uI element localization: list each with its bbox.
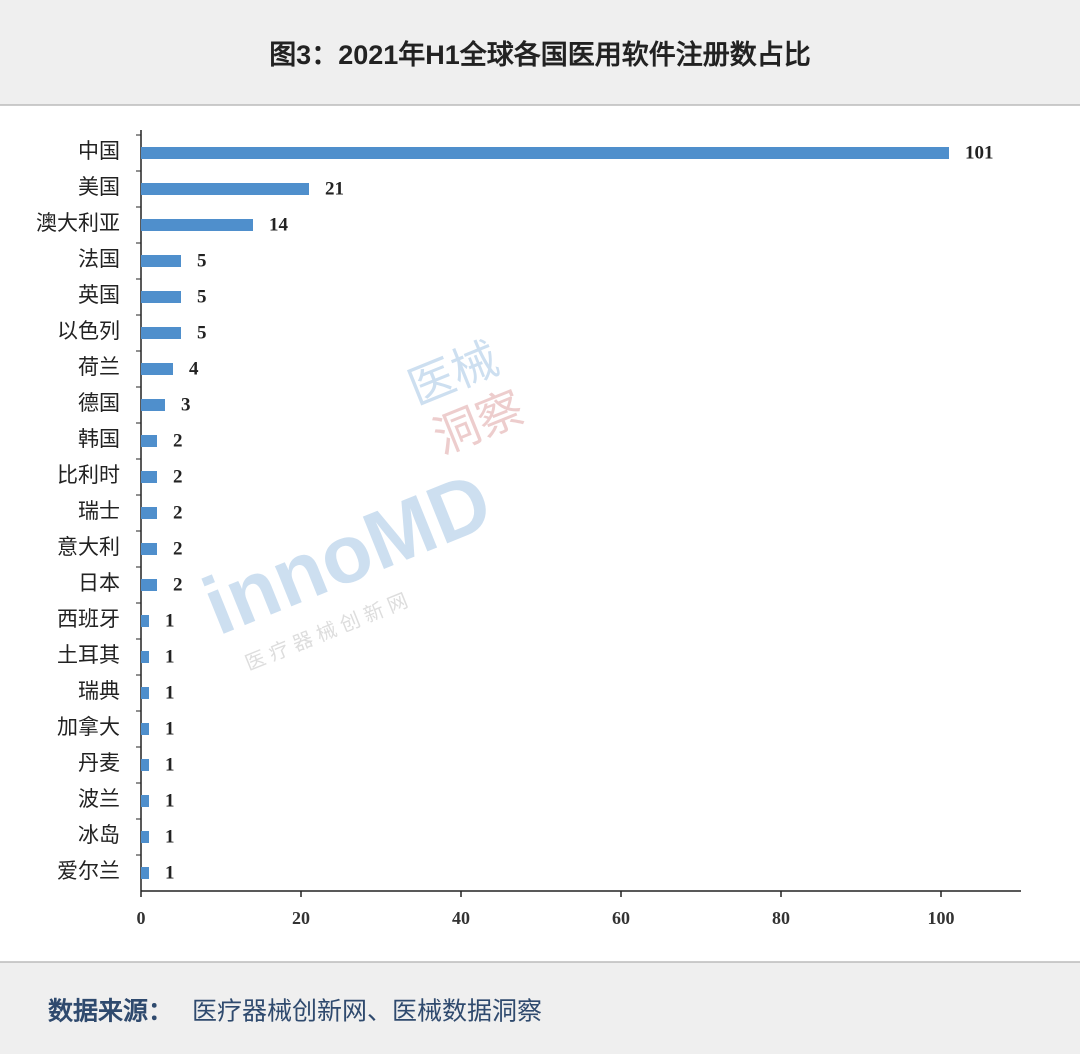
y-tick-label: 加拿大 <box>57 715 120 739</box>
bar <box>141 867 149 879</box>
bar <box>141 579 157 591</box>
source-label: 数据来源： <box>48 998 173 1026</box>
x-tick-label: 100 <box>928 908 955 928</box>
value-label: 5 <box>197 250 207 271</box>
bar <box>141 759 149 771</box>
y-tick-label: 日本 <box>78 571 120 595</box>
bar <box>141 543 157 555</box>
value-label: 1 <box>165 862 175 883</box>
bar <box>141 399 165 411</box>
footer-band <box>0 962 1080 1054</box>
bar <box>141 363 173 375</box>
bar <box>141 507 157 519</box>
bar <box>141 435 157 447</box>
bar <box>141 723 149 735</box>
y-tick-label: 以色列 <box>57 319 120 343</box>
x-tick-label: 40 <box>452 908 470 928</box>
bar <box>141 687 149 699</box>
value-label: 14 <box>269 214 289 235</box>
value-label: 1 <box>165 682 175 703</box>
value-label: 1 <box>165 718 175 739</box>
y-tick-label: 澳大利亚 <box>36 211 120 235</box>
chart-title: 图3：2021年H1全球各国医用软件注册数占比 <box>269 39 811 70</box>
x-tick-label: 60 <box>612 908 630 928</box>
value-label: 1 <box>165 790 175 811</box>
y-tick-label: 瑞典 <box>78 679 120 703</box>
x-tick-label: 0 <box>137 908 146 928</box>
value-label: 5 <box>197 322 207 343</box>
value-label: 3 <box>181 394 191 415</box>
value-label: 2 <box>173 538 183 559</box>
y-tick-label: 美国 <box>78 175 120 199</box>
value-label: 1 <box>165 646 175 667</box>
y-tick-label: 土耳其 <box>57 643 120 667</box>
x-tick-label: 20 <box>292 908 310 928</box>
value-label: 1 <box>165 826 175 847</box>
y-tick-label: 冰岛 <box>78 823 120 847</box>
y-tick-label: 西班牙 <box>57 607 120 631</box>
y-tick-label: 爱尔兰 <box>57 859 120 883</box>
y-tick-label: 韩国 <box>78 427 120 451</box>
bar <box>141 651 149 663</box>
y-tick-label: 意大利 <box>57 535 120 559</box>
value-label: 2 <box>173 466 183 487</box>
y-tick-label: 荷兰 <box>78 355 120 379</box>
bar <box>141 147 949 159</box>
bar <box>141 831 149 843</box>
bar <box>141 183 309 195</box>
y-tick-label: 中国 <box>78 139 120 163</box>
x-tick-label: 80 <box>772 908 790 928</box>
bar <box>141 471 157 483</box>
bar <box>141 327 181 339</box>
value-label: 2 <box>173 502 183 523</box>
bar <box>141 795 149 807</box>
value-label: 1 <box>165 754 175 775</box>
y-tick-label: 德国 <box>78 391 120 415</box>
y-tick-label: 比利时 <box>57 463 120 487</box>
y-tick-label: 英国 <box>78 283 120 307</box>
y-tick-label: 丹麦 <box>78 751 120 775</box>
value-label: 4 <box>189 358 199 379</box>
bar <box>141 255 181 267</box>
bar <box>141 291 181 303</box>
value-label: 2 <box>173 574 183 595</box>
value-label: 5 <box>197 286 207 307</box>
value-label: 2 <box>173 430 183 451</box>
y-tick-label: 波兰 <box>78 787 120 811</box>
bar <box>141 219 253 231</box>
value-label: 21 <box>325 178 344 199</box>
bar <box>141 615 149 627</box>
header-band <box>0 0 1080 105</box>
value-label: 1 <box>165 610 175 631</box>
value-label: 101 <box>965 142 994 163</box>
y-tick-label: 瑞士 <box>78 499 120 523</box>
y-tick-label: 法国 <box>78 247 120 271</box>
watermark: innoMD 医械 洞察 医 疗 器 械 创 新 网 <box>191 332 531 675</box>
source-text: 医疗器械创新网、医械数据洞察 <box>192 998 542 1026</box>
